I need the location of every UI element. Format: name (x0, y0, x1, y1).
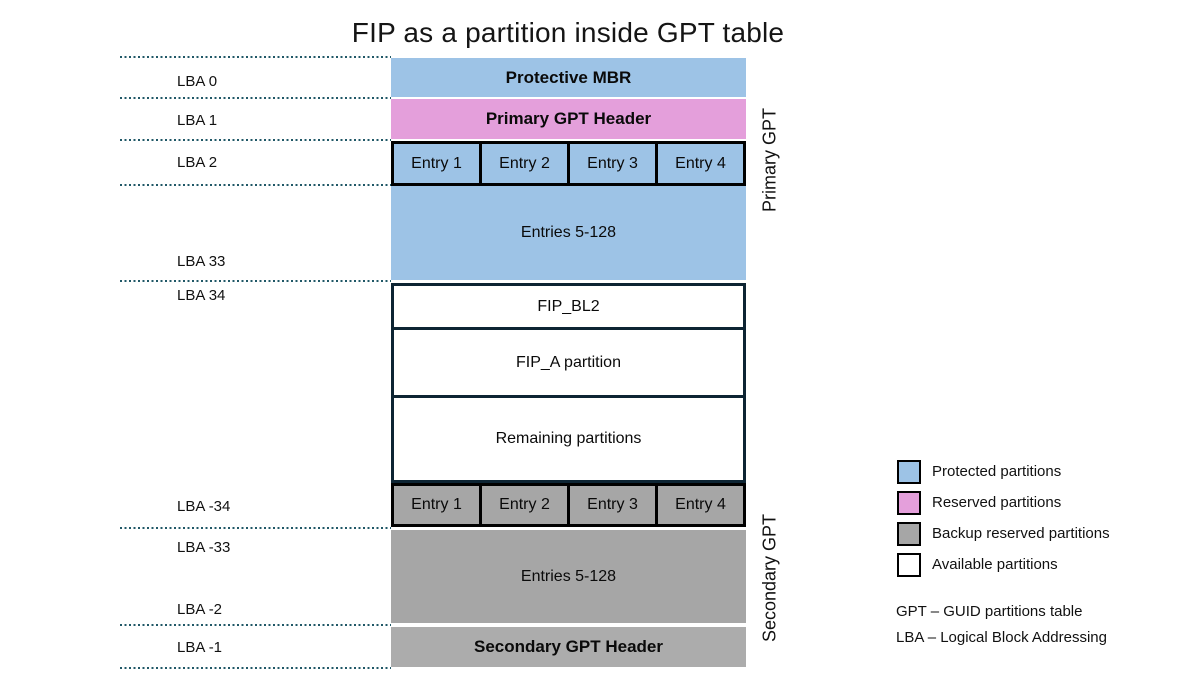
available-color-swatch (897, 552, 921, 577)
secondary-entry-row: Entry 1 Entry 2 Entry 3 Entry 4 (391, 483, 746, 527)
lba-label: LBA 0 (177, 73, 218, 90)
remaining-partitions-block: Remaining partitions (391, 395, 746, 483)
lba-label: LBA 33 (177, 253, 226, 270)
legend-label: Protected partitions (932, 463, 1062, 480)
secondary-entries-rest-block: Entries 5-128 (391, 530, 746, 623)
lba-label: LBA -2 (177, 601, 223, 618)
footnote-lba: LBA – Logical Block Addressing (896, 629, 1107, 646)
legend-label: Backup reserved partitions (932, 525, 1110, 542)
row-separator (120, 139, 391, 141)
primary-gpt-header-block: Primary GPT Header (391, 99, 746, 139)
primary-entry-cell: Entry 2 (479, 144, 567, 183)
secondary-entry-cell: Entry 3 (567, 486, 655, 524)
primary-entries-rest-block: Entries 5-128 (391, 186, 746, 280)
row-separator (120, 97, 391, 99)
row-separator (120, 56, 391, 58)
legend-item: Protected partitions (897, 459, 1061, 484)
lba-label: LBA 34 (177, 287, 226, 304)
secondary-entry-cell: Entry 1 (394, 486, 479, 524)
primary-entry-cell: Entry 4 (655, 144, 743, 183)
lba-label: LBA -33 (177, 539, 231, 556)
lba-label: LBA -1 (177, 639, 223, 656)
row-separator (120, 624, 391, 626)
legend-item: Available partitions (897, 552, 1058, 577)
footnote-gpt: GPT – GUID partitions table (896, 603, 1083, 620)
secondary-entry-cell: Entry 2 (479, 486, 567, 524)
secondary-entry-cell: Entry 4 (655, 486, 743, 524)
row-separator (120, 280, 391, 282)
primary-entry-row: Entry 1 Entry 2 Entry 3 Entry 4 (391, 141, 746, 186)
lba-label: LBA 1 (177, 112, 218, 129)
lba-label: LBA -34 (177, 498, 231, 515)
legend-item: Backup reserved partitions (897, 521, 1110, 546)
reserved-color-swatch (897, 490, 921, 515)
primary-entry-cell: Entry 1 (394, 144, 479, 183)
primary-entry-cell: Entry 3 (567, 144, 655, 183)
legend-item: Reserved partitions (897, 490, 1061, 515)
primary-gpt-side-label: Primary GPT (759, 107, 780, 213)
backup-color-swatch (897, 521, 921, 546)
fip-a-partition-block: FIP_A partition (391, 327, 746, 398)
secondary-gpt-side-label: Secondary GPT (759, 513, 780, 643)
legend-label: Reserved partitions (932, 494, 1062, 511)
protective-mbr-block: Protective MBR (391, 58, 746, 97)
fip-bl2-block: FIP_BL2 (391, 283, 746, 330)
secondary-gpt-header-block: Secondary GPT Header (391, 627, 746, 667)
diagram-title: FIP as a partition inside GPT table (351, 17, 785, 48)
protected-color-swatch (897, 459, 921, 484)
row-separator (120, 667, 391, 669)
lba-label: LBA 2 (177, 154, 218, 171)
row-separator (120, 184, 391, 186)
legend-label: Available partitions (932, 556, 1058, 573)
row-separator (120, 527, 391, 529)
